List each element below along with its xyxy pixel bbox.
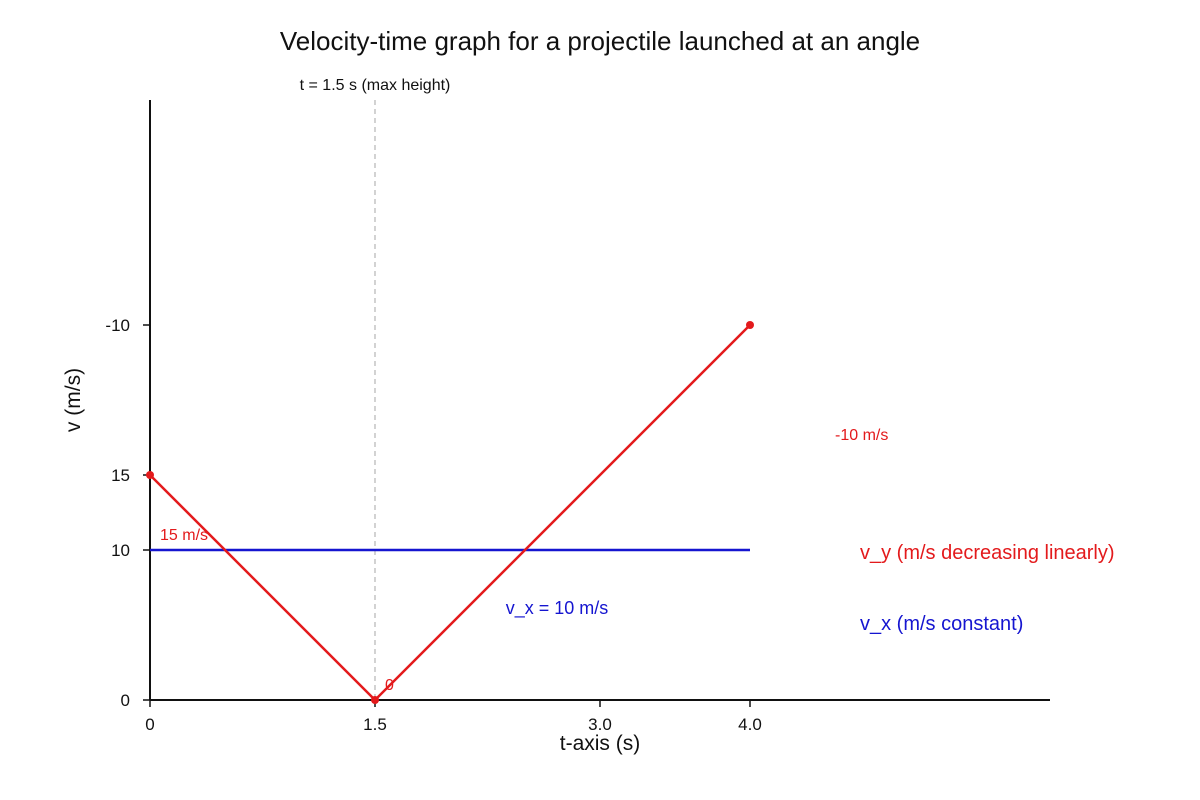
annotation-15-ms: 15 m/s	[160, 527, 208, 544]
vy-markers	[146, 321, 754, 704]
annotation-zero: 0	[385, 677, 394, 694]
y-tick-label: 15	[111, 466, 130, 485]
annotation-neg10-ms: -10 m/s	[835, 427, 888, 444]
chart-title: Velocity-time graph for a projectile lau…	[280, 26, 920, 56]
vy-data-point	[146, 471, 154, 479]
x-tick-label: 3.0	[588, 715, 612, 734]
x-tick-label: 1.5	[363, 715, 387, 734]
x-tick-label: 0	[145, 715, 154, 734]
x-ticks: 0 1.5 3.0 4.0	[145, 700, 762, 734]
max-height-annotation: t = 1.5 s (max height)	[300, 77, 451, 94]
annotation-vx-10: v_x = 10 m/s	[506, 598, 609, 619]
y-axis-label: v (m/s)	[62, 368, 85, 432]
series-line-vy	[149, 324, 751, 702]
x-axis-label: t-axis (s)	[560, 732, 641, 755]
y-tick-label: 10	[111, 541, 130, 560]
vy-data-point	[371, 696, 379, 704]
y-ticks: 0 10 15 -10	[105, 316, 150, 710]
legend-entry-vy: v_y (m/s decreasing linearly)	[860, 542, 1115, 564]
y-tick-label: -10	[105, 316, 130, 335]
legend-entry-vx: v_x (m/s constant)	[860, 613, 1023, 635]
vy-data-point	[746, 321, 754, 329]
y-tick-label: 0	[121, 691, 130, 710]
x-tick-label: 4.0	[738, 715, 762, 734]
